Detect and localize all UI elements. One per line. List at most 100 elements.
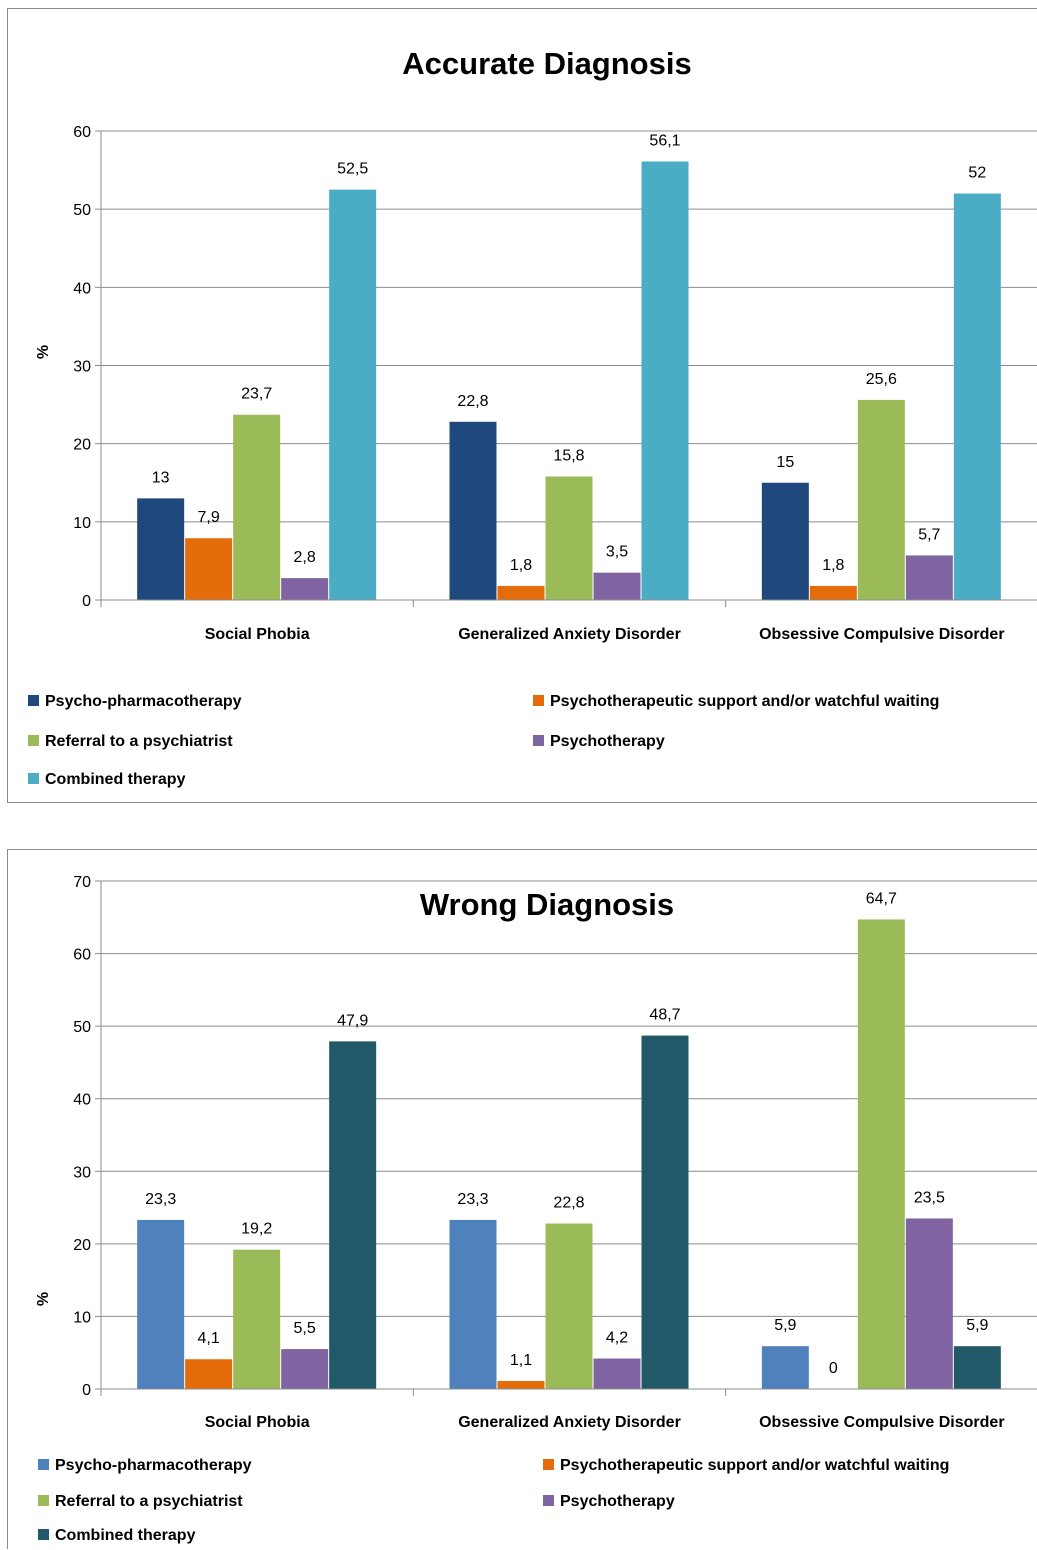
legend-label: Combined therapy bbox=[55, 1527, 196, 1544]
data-label: 56,1 bbox=[649, 132, 680, 149]
data-label: 1,1 bbox=[510, 1352, 532, 1369]
bar bbox=[905, 1218, 953, 1389]
bar bbox=[497, 585, 545, 600]
y-tick-label: 30 bbox=[73, 1164, 91, 1181]
wrong-diagnosis-chart: Wrong Diagnosis 0 10 20 30 40 50 60 70% Social Ph… bbox=[7, 849, 1037, 1549]
data-label: 23,3 bbox=[457, 1191, 488, 1208]
bar bbox=[761, 1346, 809, 1389]
data-label: 5,5 bbox=[294, 1320, 316, 1337]
legend-label: Psycho-pharmacotherapy bbox=[55, 1457, 252, 1474]
category-label: Social Phobia bbox=[205, 626, 310, 643]
data-label: 23,5 bbox=[914, 1189, 945, 1206]
data-label: 1,8 bbox=[822, 557, 844, 574]
data-label: 48,7 bbox=[649, 1007, 680, 1024]
accurate-diagnosis-svg: Accurate Diagnosis 0 10 20 30 40 50 60% Social P… bbox=[28, 46, 1037, 788]
bar bbox=[593, 1358, 641, 1389]
bar bbox=[809, 585, 857, 600]
y-tick-label: 30 bbox=[73, 359, 91, 376]
y-tick-label: 20 bbox=[73, 437, 91, 454]
legend-swatch bbox=[543, 1459, 554, 1470]
bar bbox=[329, 189, 377, 600]
bar bbox=[233, 414, 281, 600]
legend-label: Psychotherapy bbox=[550, 733, 665, 750]
category-label: Obsessive Compulsive Disorder bbox=[759, 1414, 1004, 1431]
chart-title: Accurate Diagnosis bbox=[402, 46, 691, 81]
legend-label: Combined therapy bbox=[45, 771, 186, 788]
legend-swatch bbox=[38, 1529, 49, 1540]
chart-title: Wrong Diagnosis bbox=[420, 887, 674, 922]
bar bbox=[905, 555, 953, 600]
data-label: 19,2 bbox=[241, 1221, 272, 1238]
bar bbox=[185, 538, 233, 600]
data-label: 5,9 bbox=[774, 1317, 796, 1334]
y-tick-label: 60 bbox=[73, 124, 91, 141]
accurate-diagnosis-chart: Accurate Diagnosis 0 10 20 30 40 50 60% Social P… bbox=[7, 8, 1037, 803]
data-label: 23,7 bbox=[241, 386, 272, 403]
data-label: 1,8 bbox=[510, 557, 532, 574]
y-tick-label: 0 bbox=[82, 593, 91, 610]
y-tick-label: 50 bbox=[73, 1019, 91, 1036]
bar bbox=[857, 399, 905, 600]
data-label: 5,7 bbox=[918, 526, 940, 543]
y-tick-label: 10 bbox=[73, 515, 91, 532]
bar bbox=[329, 1041, 377, 1389]
bar bbox=[185, 1359, 233, 1389]
bar bbox=[137, 498, 185, 600]
legend-swatch bbox=[38, 1459, 49, 1470]
data-label: 23,3 bbox=[145, 1191, 176, 1208]
legend-swatch bbox=[28, 695, 39, 706]
bar bbox=[593, 572, 641, 600]
legend-swatch bbox=[38, 1495, 49, 1506]
legend-label: Psycho-pharmacotherapy bbox=[45, 693, 242, 710]
category-label: Generalized Anxiety Disorder bbox=[458, 626, 681, 643]
data-label: 64,7 bbox=[866, 890, 897, 907]
y-axis-label: % bbox=[35, 1292, 52, 1306]
bar bbox=[545, 476, 593, 600]
data-label: 22,8 bbox=[457, 393, 488, 410]
bar bbox=[449, 1219, 497, 1389]
data-label: 52 bbox=[968, 165, 986, 182]
bar bbox=[497, 1381, 545, 1389]
y-tick-label: 40 bbox=[73, 280, 91, 297]
bar bbox=[953, 193, 1001, 601]
y-tick-label: 20 bbox=[73, 1237, 91, 1254]
y-tick-label: 60 bbox=[73, 947, 91, 964]
data-label: 3,5 bbox=[606, 544, 628, 561]
data-label: 7,9 bbox=[198, 509, 220, 526]
data-label: 22,8 bbox=[553, 1195, 584, 1212]
y-tick-label: 0 bbox=[82, 1382, 91, 1399]
legend-label: Psychotherapy bbox=[560, 1493, 675, 1510]
data-label: 47,9 bbox=[337, 1012, 368, 1029]
legend-label: Referral to a psychiatrist bbox=[55, 1493, 243, 1510]
bar bbox=[281, 578, 329, 600]
legend-swatch bbox=[28, 773, 39, 784]
legend-swatch bbox=[28, 735, 39, 746]
data-label: 25,6 bbox=[866, 371, 897, 388]
category-label: Generalized Anxiety Disorder bbox=[458, 1414, 681, 1431]
bar bbox=[953, 1346, 1001, 1389]
legend-label: Psychotherapeutic support and/or watchfu… bbox=[550, 693, 939, 710]
data-label: 52,5 bbox=[337, 161, 368, 178]
data-label: 15 bbox=[776, 454, 794, 471]
legend-label: Psychotherapeutic support and/or watchfu… bbox=[560, 1457, 949, 1474]
bar bbox=[233, 1249, 281, 1389]
data-label: 4,1 bbox=[198, 1330, 220, 1347]
data-label: 0 bbox=[829, 1360, 838, 1377]
legend-label: Referral to a psychiatrist bbox=[45, 733, 233, 750]
legend-swatch bbox=[533, 695, 544, 706]
legend-swatch bbox=[533, 735, 544, 746]
bar bbox=[857, 919, 905, 1389]
y-axis-label: % bbox=[35, 345, 52, 359]
bar bbox=[641, 161, 689, 601]
data-label: 4,2 bbox=[606, 1330, 628, 1347]
y-tick-label: 10 bbox=[73, 1309, 91, 1326]
data-label: 15,8 bbox=[553, 447, 584, 464]
bar bbox=[761, 482, 809, 600]
bar bbox=[281, 1349, 329, 1389]
y-tick-label: 40 bbox=[73, 1092, 91, 1109]
bar bbox=[137, 1219, 185, 1389]
legend-swatch bbox=[543, 1495, 554, 1506]
y-tick-label: 50 bbox=[73, 202, 91, 219]
y-tick-label: 70 bbox=[73, 874, 91, 891]
bar bbox=[641, 1035, 689, 1389]
